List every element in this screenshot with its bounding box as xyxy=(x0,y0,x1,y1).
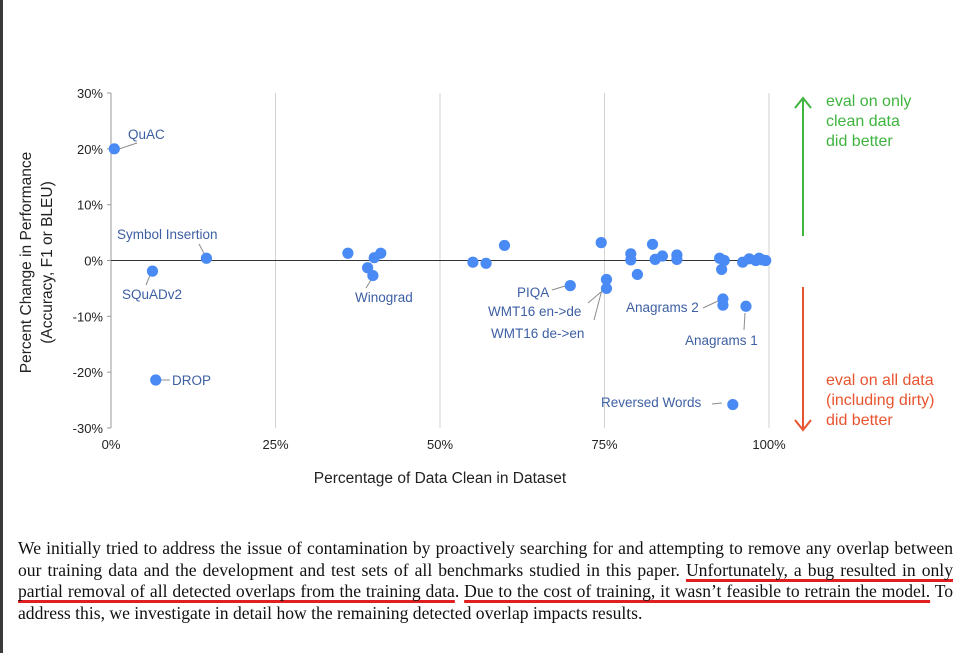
data-point xyxy=(760,254,772,267)
data-point xyxy=(671,253,683,265)
annotation-label: DROP xyxy=(172,373,211,388)
x-tick-label: 0% xyxy=(102,437,121,452)
annotation-label: Symbol Insertion xyxy=(117,227,218,242)
side-note-up-line: did better xyxy=(826,133,893,150)
annotation-label: Reversed Words xyxy=(601,395,702,410)
data-point xyxy=(467,256,479,268)
annotation-label: PIQA xyxy=(517,285,549,300)
annotation-leader-line xyxy=(743,312,746,331)
up-arrow-head xyxy=(794,96,812,109)
data-point xyxy=(480,257,492,269)
data-point xyxy=(375,247,387,259)
data-point xyxy=(200,252,213,264)
y-tick-label: -10% xyxy=(73,309,104,324)
y-tick-label: -20% xyxy=(73,365,104,380)
side-note-up-line: eval on only xyxy=(826,93,911,110)
annotation-leader-line xyxy=(711,402,723,405)
data-point xyxy=(740,300,752,312)
annotation-label: SQuADv2 xyxy=(122,287,182,302)
data-point xyxy=(595,237,607,249)
contamination-scatter-chart: 30%20%10%0%-10%-20%-30%0% 25% 50% 75% 100%Pe… xyxy=(18,86,934,487)
data-point xyxy=(498,239,511,252)
annotation-label: Anagrams 1 xyxy=(685,333,758,348)
data-point xyxy=(108,143,120,155)
side-note-down-line: did better xyxy=(826,412,893,429)
data-point xyxy=(600,282,613,295)
data-point xyxy=(727,398,739,411)
side-note-down-line: (including dirty) xyxy=(826,392,934,409)
side-note-up-line: clean data xyxy=(826,113,900,130)
data-point xyxy=(600,273,613,286)
caption-text-2: . xyxy=(454,581,465,602)
data-point xyxy=(564,280,576,292)
y-axis-title: Percent Change in Performance xyxy=(18,152,35,373)
data-point xyxy=(625,254,637,266)
annotation-label: QuAC xyxy=(128,127,165,142)
side-note-down-line: eval on all data xyxy=(826,372,934,389)
annotation-leader-line xyxy=(587,291,602,304)
data-point xyxy=(146,265,159,277)
annotation-label: Winograd xyxy=(355,290,413,305)
x-tick-label: 100% xyxy=(752,437,786,452)
data-point xyxy=(150,374,162,386)
y-tick-label: 10% xyxy=(77,198,103,213)
caption-text-1: We initially tried to address the issue … xyxy=(18,538,953,580)
x-tick-label: 50% xyxy=(427,437,453,452)
annotation-label: Anagrams 2 xyxy=(626,300,699,315)
caption-highlight-2: Due to the cost of training, it wasn’t f… xyxy=(464,581,931,602)
x-tick-label: 25% xyxy=(262,437,288,452)
y-tick-label: 30% xyxy=(77,86,103,101)
annotation-leader-line xyxy=(365,279,372,289)
annotation-label: WMT16 en->de xyxy=(488,304,581,319)
figure-caption-paragraph: We initially tried to address the issue … xyxy=(18,538,953,624)
axis-layer: 30%20%10%0%-10%-20%-30%0% 25% 50% 75% 100%Pe… xyxy=(18,86,786,487)
y-tick-label: 20% xyxy=(77,142,103,157)
data-point xyxy=(342,247,354,259)
point-annotations: QuAC Symbol Insertion SQuADv2 DROP Winograd P… xyxy=(117,127,758,410)
data-point xyxy=(631,268,644,281)
data-points xyxy=(108,143,772,411)
annotation-leader-line xyxy=(702,300,719,309)
data-point xyxy=(646,238,659,250)
data-point xyxy=(718,254,730,267)
window-left-border xyxy=(0,0,3,653)
data-point xyxy=(656,250,669,262)
annotation-leader-line xyxy=(551,285,566,291)
side-notes: eval on only clean data did better eval on … xyxy=(794,93,934,432)
x-tick-label: 75% xyxy=(591,437,617,452)
y-tick-label: 0% xyxy=(84,254,103,269)
data-point xyxy=(716,263,728,276)
caption-highlight-1: Unfortunately, a bug resulted in only pa… xyxy=(18,559,953,602)
y-axis-subtitle: (Accuracy, F1 or BLEU) xyxy=(39,181,56,344)
down-arrow-head xyxy=(794,419,812,432)
y-tick-label: -30% xyxy=(73,421,104,436)
data-point xyxy=(367,269,379,282)
leader-lines xyxy=(115,142,746,405)
data-point xyxy=(717,299,729,311)
x-axis-title: Percentage of Data Clean in Dataset xyxy=(314,470,567,487)
caption-text-3: To address this, we investigate in detai… xyxy=(18,581,954,623)
annotation-label: WMT16 de->en xyxy=(491,326,584,341)
